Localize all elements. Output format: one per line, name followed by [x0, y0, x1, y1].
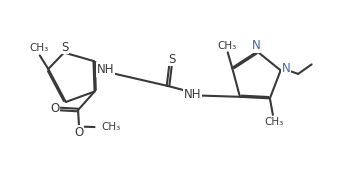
Text: NH: NH — [97, 63, 114, 76]
Text: CH₃: CH₃ — [264, 117, 284, 127]
Text: CH₃: CH₃ — [29, 43, 48, 53]
Text: CH₃: CH₃ — [217, 41, 236, 50]
Text: CH₃: CH₃ — [101, 122, 121, 132]
Text: O: O — [50, 101, 60, 115]
Text: S: S — [61, 41, 69, 54]
Text: O: O — [74, 125, 84, 139]
Text: N: N — [252, 39, 261, 52]
Text: N: N — [282, 62, 291, 75]
Text: S: S — [168, 52, 175, 66]
Text: NH: NH — [184, 88, 201, 101]
